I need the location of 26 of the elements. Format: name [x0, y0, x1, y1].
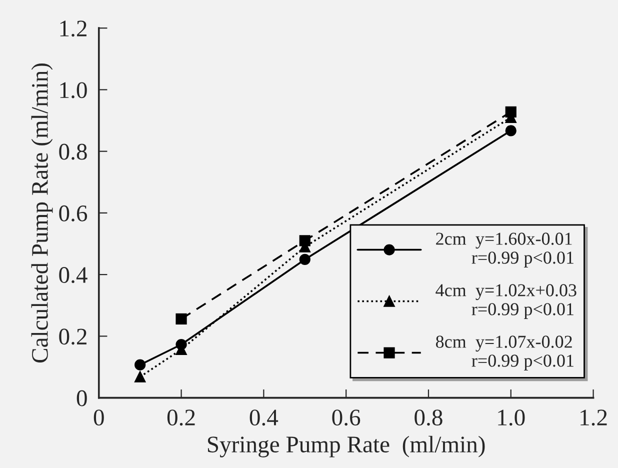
- y-tick-label: 0.8: [59, 144, 87, 160]
- y-tick-label: 1.2: [60, 20, 86, 37]
- x-tick-label: 0.4: [250, 410, 278, 426]
- legend-label: 2cm y=1.60x-0.01 r=0.99 p<0.01: [436, 232, 574, 268]
- x-tick-label: 0.6: [332, 410, 360, 426]
- point: [134, 371, 146, 382]
- x-tick-label: 1.2: [580, 410, 607, 426]
- point: [505, 106, 516, 118]
- y-tick-label: 0.2: [59, 328, 86, 345]
- point: [299, 254, 310, 266]
- y-axis-title: Calculated Pump Rate (ml/min): [31, 63, 53, 362]
- legend-label: 8cm y=1.07x-0.02 r=0.99 p<0.01: [436, 336, 574, 370]
- x-tick-label: 1.0: [498, 410, 525, 426]
- point: [299, 235, 310, 246]
- y-tick-label: 0.6: [59, 205, 88, 222]
- x-tick-label: 0: [94, 410, 104, 426]
- legend-label: 4cm y=1.02x+0.03 r=0.99 p<0.01: [436, 284, 576, 319]
- y-tick-label: 0: [76, 390, 87, 406]
- y-tick-label: 1.0: [60, 82, 87, 98]
- point: [176, 313, 187, 324]
- x-tick-label: 0.2: [167, 410, 195, 426]
- x-axis-title: Syringe Pump Rate (ml/min): [208, 436, 485, 458]
- y-tick-label: 0.4: [59, 267, 88, 284]
- point: [505, 125, 516, 136]
- point: [134, 359, 146, 370]
- x-tick-label: 0.8: [414, 410, 442, 426]
